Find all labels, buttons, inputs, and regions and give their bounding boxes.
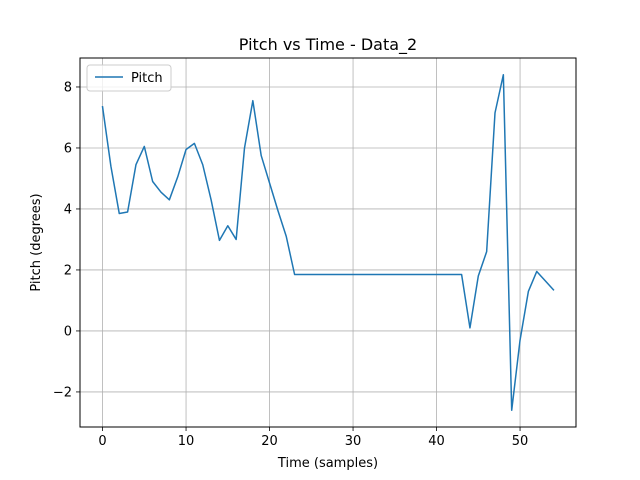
y-axis-label: Pitch (degrees) bbox=[29, 193, 44, 291]
x-tick-label: 0 bbox=[98, 434, 106, 449]
y-tick-label: 2 bbox=[64, 263, 72, 278]
y-tick-label: 6 bbox=[64, 141, 72, 156]
series-line-pitch bbox=[101, 74, 555, 411]
y-tick-label: 0 bbox=[64, 324, 72, 339]
y-tick-label: −2 bbox=[53, 385, 72, 400]
plot-frame bbox=[79, 57, 577, 428]
x-tick-label: 10 bbox=[178, 434, 195, 449]
series-layer bbox=[101, 74, 555, 411]
legend: Pitch bbox=[86, 64, 172, 92]
grid-lines bbox=[80, 58, 576, 427]
legend-label-pitch: Pitch bbox=[131, 71, 163, 86]
x-tick-label: 50 bbox=[512, 434, 529, 449]
x-tick-label: 40 bbox=[428, 434, 445, 449]
y-axis-ticks: −2 0 2 4 6 8 bbox=[53, 80, 80, 400]
x-axis-label: Time (samples) bbox=[277, 456, 378, 471]
x-tick-label: 30 bbox=[345, 434, 362, 449]
x-tick-label: 20 bbox=[261, 434, 278, 449]
chart-title: Pitch vs Time - Data_2 bbox=[239, 35, 417, 55]
y-tick-label: 8 bbox=[64, 80, 72, 95]
y-tick-label: 4 bbox=[64, 202, 72, 217]
x-axis-ticks: 0 10 20 30 40 50 bbox=[98, 427, 528, 449]
legend-box bbox=[86, 64, 172, 92]
